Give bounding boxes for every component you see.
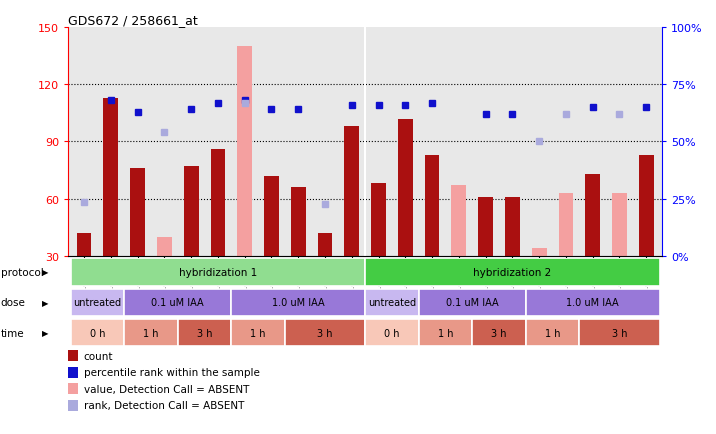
Bar	[184, 167, 198, 256]
Bar	[130, 169, 145, 256]
Bar	[473, 319, 526, 347]
Bar	[505, 197, 520, 256]
Bar	[291, 187, 306, 256]
Text: 0.1 uM IAA: 0.1 uM IAA	[446, 298, 498, 308]
Bar	[419, 319, 473, 347]
Text: dose: dose	[1, 298, 26, 308]
Text: GDS672 / 258661_at: GDS672 / 258661_at	[68, 14, 198, 27]
Bar	[586, 174, 600, 256]
Text: rank, Detection Call = ABSENT: rank, Detection Call = ABSENT	[84, 401, 244, 410]
Bar	[526, 289, 659, 316]
Bar	[104, 99, 118, 256]
Text: 1 h: 1 h	[143, 328, 159, 338]
Text: 3 h: 3 h	[317, 328, 333, 338]
Text: 0.1 uM IAA: 0.1 uM IAA	[152, 298, 204, 308]
Bar	[365, 319, 419, 347]
Text: count: count	[84, 351, 113, 361]
Bar	[285, 319, 365, 347]
Text: 1 h: 1 h	[437, 328, 453, 338]
Bar	[344, 127, 359, 256]
Text: protocol: protocol	[1, 267, 44, 277]
Text: 1 h: 1 h	[251, 328, 266, 338]
Text: time: time	[1, 328, 24, 338]
Text: ▶: ▶	[42, 329, 49, 338]
Bar	[71, 319, 125, 347]
Bar	[425, 155, 440, 256]
Text: 3 h: 3 h	[491, 328, 507, 338]
Text: hybridization 2: hybridization 2	[473, 267, 551, 277]
Text: 1.0 uM IAA: 1.0 uM IAA	[272, 298, 324, 308]
Text: 0 h: 0 h	[384, 328, 400, 338]
Bar	[365, 259, 659, 286]
Bar	[71, 289, 125, 316]
Bar	[125, 319, 178, 347]
Text: 1 h: 1 h	[545, 328, 561, 338]
Bar	[157, 237, 172, 256]
Text: untreated: untreated	[74, 298, 122, 308]
Bar	[478, 197, 493, 256]
Bar	[371, 184, 386, 256]
Text: untreated: untreated	[368, 298, 416, 308]
Bar	[452, 186, 466, 256]
Bar	[264, 176, 279, 256]
Text: ▶: ▶	[42, 298, 49, 307]
Text: hybridization 1: hybridization 1	[179, 267, 257, 277]
Text: 3 h: 3 h	[197, 328, 212, 338]
Bar	[579, 319, 659, 347]
Bar	[526, 319, 579, 347]
Text: value, Detection Call = ABSENT: value, Detection Call = ABSENT	[84, 384, 249, 394]
Bar	[612, 194, 626, 256]
Text: 3 h: 3 h	[611, 328, 627, 338]
Text: 1.0 uM IAA: 1.0 uM IAA	[566, 298, 619, 308]
Bar	[211, 150, 226, 256]
Bar	[318, 233, 332, 256]
Bar	[365, 289, 419, 316]
Bar	[231, 289, 365, 316]
Bar	[558, 194, 574, 256]
Bar	[398, 119, 412, 256]
Text: ▶: ▶	[42, 268, 49, 277]
Bar	[419, 289, 526, 316]
Text: percentile rank within the sample: percentile rank within the sample	[84, 368, 260, 377]
Bar	[77, 233, 92, 256]
Bar	[125, 289, 231, 316]
Bar	[231, 319, 285, 347]
Bar	[237, 47, 252, 256]
Bar	[639, 155, 654, 256]
Bar	[71, 259, 365, 286]
Bar	[178, 319, 231, 347]
Bar	[532, 248, 546, 256]
Text: 0 h: 0 h	[90, 328, 105, 338]
